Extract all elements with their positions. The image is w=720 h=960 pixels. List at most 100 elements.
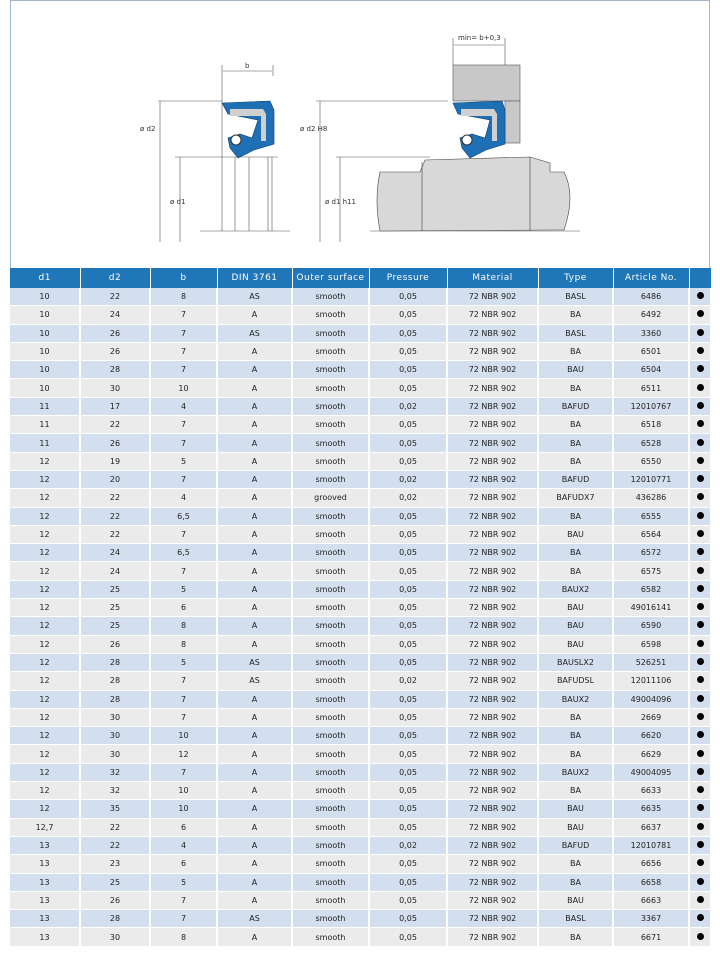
table-cell: 17 [80,397,151,417]
table-cell: 7 [150,561,218,581]
table-cell: 11 [10,415,81,435]
table-cell: 30 [80,708,151,728]
table-cell: 35 [80,799,151,819]
table-cell: 10 [10,324,81,343]
table-cell: BA [538,378,614,398]
table-cell: 12 [10,580,81,600]
table-cell: 22 [80,525,151,545]
table-cell: BAFUD [538,397,614,417]
d2-label: ø d2 [140,125,155,133]
table-cell: 72 NBR 902 [447,671,539,691]
table-cell: 22 [80,507,151,526]
table-cell: A [217,708,293,728]
table-cell: 22 [80,488,151,508]
table-cell: 0,05 [369,891,448,911]
table-cell: 6564 [613,525,690,545]
table-cell: 0,05 [369,635,448,654]
d2-h8-label: ø d2 H8 [300,125,327,133]
table-cell: BA [538,452,614,471]
table-cell: 72 NBR 902 [447,616,539,636]
availability-dot-icon [696,731,704,739]
table-cell: 13 [10,909,81,929]
drawing-frame [10,0,710,268]
d1-h11-label: ø d1 h11 [325,198,356,206]
availability-dot-icon [696,841,704,849]
table-cell: 0,05 [369,360,448,380]
table-cell: A [217,744,293,764]
table-cell: 436286 [613,488,690,508]
table-cell: smooth [292,891,370,911]
availability-dot-icon [696,566,704,574]
table-cell: 13 [10,854,81,874]
table-cell: 10 [150,799,218,819]
table-cell: 6 [150,854,218,874]
availability-cell [689,324,712,343]
availability-cell [689,909,712,929]
table-cell: 20 [80,470,151,490]
table-cell: smooth [292,616,370,636]
table-cell: 12 [10,543,81,563]
table-cell: smooth [292,543,370,563]
availability-cell [689,635,712,654]
table-cell: 13 [10,836,81,856]
table-cell: BAFUDSL [538,671,614,691]
table-cell: A [217,580,293,600]
table-cell: smooth [292,324,370,343]
table-cell: BA [538,708,614,728]
table-cell: BAUX2 [538,690,614,709]
table-cell: 526251 [613,653,690,673]
table-row: 10 22 8 AS smooth 0,05 72 NBR 902 BASL 6486 [10,288,712,307]
table-cell: A [217,690,293,709]
table-cell: smooth [292,342,370,362]
availability-dot-icon [696,786,704,794]
table-cell: 6504 [613,360,690,380]
table-cell: 72 NBR 902 [447,653,539,673]
table-cell: 0,05 [369,525,448,545]
table-cell: 0,05 [369,726,448,746]
table-cell: 6635 [613,799,690,819]
availability-dot-icon [696,365,704,373]
table-cell: 8 [150,616,218,636]
availability-cell [689,397,712,417]
availability-cell [689,671,712,691]
availability-dot-icon [696,749,704,757]
availability-dot-icon [696,895,704,903]
table-cell: 26 [80,433,151,453]
table-cell: 7 [150,433,218,453]
table-cell: 6598 [613,635,690,654]
table-cell: smooth [292,378,370,398]
table-cell: AS [217,653,293,673]
table-cell: 5 [150,580,218,600]
table-cell: A [217,616,293,636]
table-cell: 30 [80,378,151,398]
table-cell: 12,7 [10,818,81,837]
table-cell: 72 NBR 902 [447,854,539,874]
availability-cell [689,525,712,545]
availability-cell [689,507,712,526]
column-header: Material [447,268,539,288]
table-cell: 12 [10,616,81,636]
table-row: 12 28 7 AS smooth 0,02 72 NBR 902 BAFUDSL 120111… [10,671,712,691]
table-cell: 23 [80,854,151,874]
table-cell: smooth [292,763,370,783]
availability-cell [689,927,712,947]
availability-cell [689,360,712,380]
availability-cell [689,690,712,709]
availability-dot-icon [696,475,704,483]
table-cell: 6582 [613,580,690,600]
table-cell: AS [217,671,293,691]
table-cell: 72 NBR 902 [447,525,539,545]
table-cell: 12 [10,708,81,728]
table-cell: 12 [10,507,81,526]
table-cell: A [217,452,293,471]
table-cell: 0,05 [369,799,448,819]
table-cell: 12010767 [613,397,690,417]
